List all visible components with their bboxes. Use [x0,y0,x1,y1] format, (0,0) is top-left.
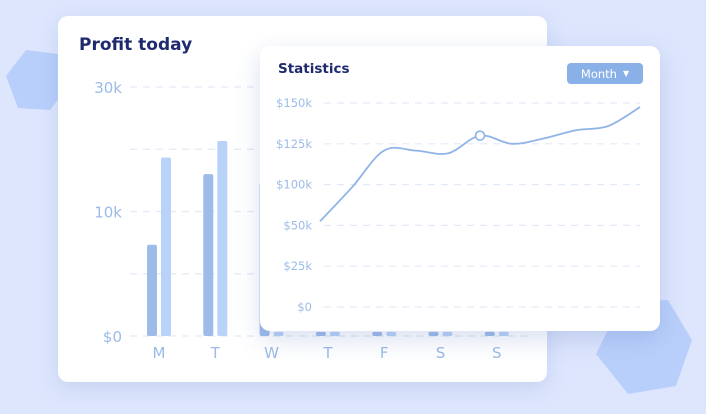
period-select-label: Month [580,66,617,81]
line-y-tick-label: $150k [276,96,312,110]
bar-x-tick-label: F [380,344,389,362]
bar-T-1 [203,174,214,336]
bar-T-2 [217,140,228,336]
bar-T-2 [329,331,340,336]
bar-S-1 [484,331,495,336]
bar-M-1 [147,244,157,336]
bar-x-tick-label: M [153,344,166,362]
decorative-hexagon-left [6,50,70,110]
line-y-tick-label: $125k [276,137,312,151]
bar-x-tick-label: W [264,344,279,362]
bar-x-tick-label: T [210,344,221,362]
bar-S-2 [498,331,509,336]
bar-x-tick-label: S [492,344,502,362]
bar-S-2 [442,331,453,336]
statistics-line-chart: $150k $125k $100k $50k $25k $0 [276,96,641,314]
statistics-card-title: Statistics [278,61,350,77]
bar-y-tick-label: 10k [94,204,122,222]
line-y-tick-label: $0 [297,300,312,314]
line-y-tick-label: $50k [283,218,312,232]
profit-card-title: Profit today [79,35,193,55]
bar-F-1 [372,331,383,336]
bar-y-tick-label: $0 [103,328,122,346]
line-y-tick-label: $100k [276,178,312,192]
statistics-highlight-point [474,130,486,141]
bar-T-1 [315,331,326,336]
bar-W-2 [273,331,284,336]
statistics-series-line [319,106,641,222]
line-y-tick-label: $25k [283,259,312,273]
chevron-down-icon: ▼ [622,68,630,78]
bar-M-2 [161,157,171,336]
period-select-dropdown[interactable]: Month ▼ [567,63,643,84]
bar-y-tick-label: 30k [94,79,122,97]
bar-x-tick-label: S [436,344,446,362]
bar-F-2 [386,331,397,336]
bar-S-1 [428,331,439,336]
bar-x-tick-label: T [322,344,333,362]
statistics-card: Statistics Month ▼ $150k $125k $100k $50k $2… [260,46,660,331]
